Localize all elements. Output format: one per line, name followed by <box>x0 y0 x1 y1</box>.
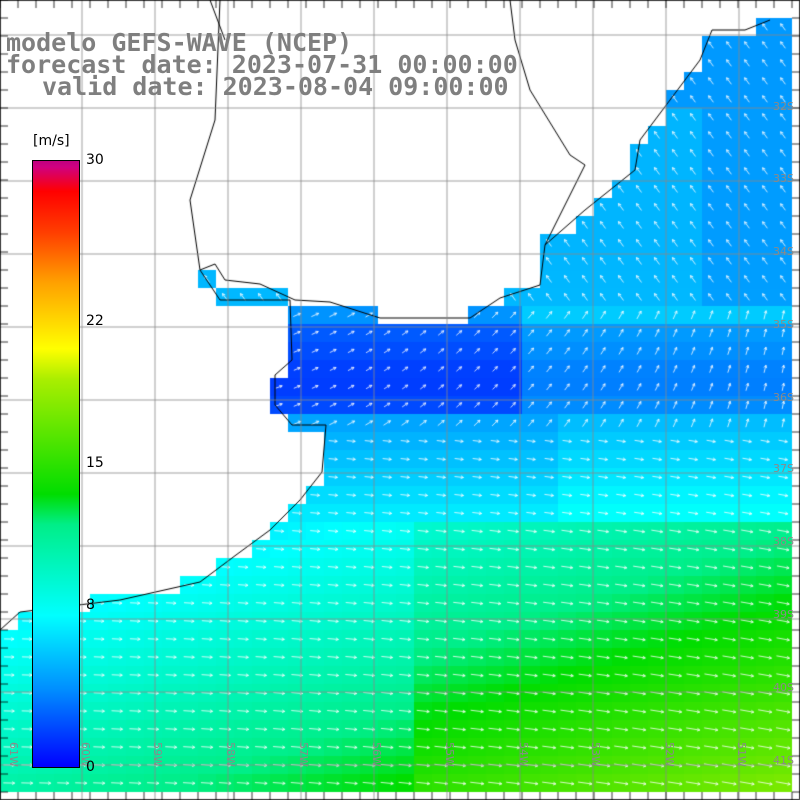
latitude-label: 36S <box>773 391 794 404</box>
longitude-label: 54W <box>517 742 530 767</box>
title-forecast-date: forecast date: 2023-07-31 00:00:00 <box>6 50 518 79</box>
longitude-label: 52W <box>663 742 676 767</box>
longitude-label: 57W <box>297 742 310 767</box>
colorbar-tick-label: 22 <box>86 313 104 330</box>
longitude-label: 59W <box>151 742 164 767</box>
longitude-label: 51W <box>735 742 748 767</box>
longitude-label: 53W <box>589 742 602 767</box>
latitude-label: 32S <box>773 100 794 113</box>
latitude-label: 37S <box>773 462 794 475</box>
colorbar-tick-label: 0 <box>86 759 95 775</box>
title-valid-date: valid date: 2023-08-04 09:00:00 <box>42 72 509 101</box>
colorbar-tick-label: 15 <box>86 455 104 471</box>
colorbar-tick-label: 30 <box>86 152 104 168</box>
title-model: modelo GEFS-WAVE (NCEP) <box>6 28 353 57</box>
colorbar <box>32 160 80 768</box>
latitude-label: 39S <box>773 608 794 621</box>
latitude-label: 35S <box>773 318 794 331</box>
longitude-label: 61W <box>7 742 20 767</box>
colorbar-unit: [m/s] <box>33 133 70 149</box>
latitude-label: 34S <box>773 245 794 258</box>
longitude-label: 55W <box>443 742 456 767</box>
latitude-label: 41S <box>773 754 794 767</box>
latitude-label: 33S <box>773 172 794 185</box>
longitude-label: 56W <box>370 742 383 767</box>
latitude-label: 40S <box>773 681 794 694</box>
colorbar-tick-label: 8 <box>86 596 95 613</box>
longitude-label: 58W <box>224 742 237 767</box>
latitude-label: 38S <box>773 535 794 548</box>
